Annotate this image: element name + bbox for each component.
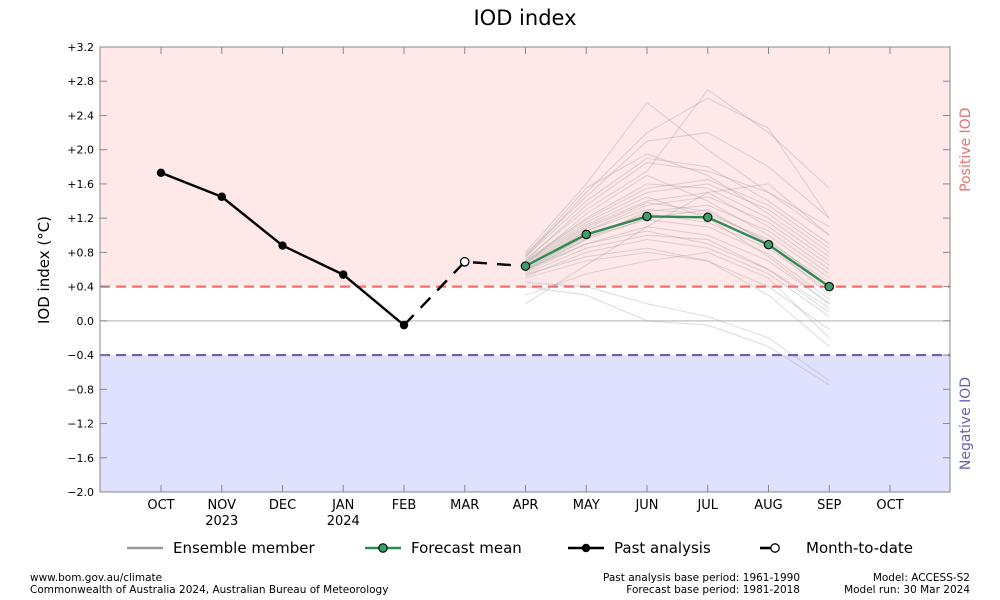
forecast-mean-point bbox=[581, 229, 591, 240]
ensemble-member-line bbox=[525, 179, 830, 263]
x-tick-label: JAN bbox=[331, 498, 354, 513]
ensemble-member-line bbox=[525, 174, 830, 279]
past-analysis-point bbox=[217, 192, 226, 201]
ensemble-member-line bbox=[525, 209, 830, 288]
y-tick-label: +0.8 bbox=[67, 246, 94, 259]
y-tick-label: −1.2 bbox=[67, 418, 94, 431]
ensemble-member-line bbox=[525, 183, 830, 264]
x-tick-label: OCT bbox=[876, 498, 903, 513]
legend-label: Past analysis bbox=[614, 539, 711, 557]
ensemble-member-line bbox=[525, 286, 830, 386]
positive-iod-label: Positive IOD bbox=[958, 108, 974, 192]
y-tick-label: +1.2 bbox=[67, 212, 94, 225]
x-tick-label: AUG bbox=[754, 498, 782, 513]
ensemble-member-line bbox=[525, 251, 830, 347]
past-analysis-point bbox=[278, 241, 287, 250]
month-to-date-point bbox=[459, 256, 470, 267]
y-tick-label: +2.0 bbox=[67, 144, 94, 157]
ensemble-member-line bbox=[525, 239, 830, 317]
forecast-mean-point bbox=[702, 212, 713, 223]
legend-label: Forecast mean bbox=[411, 539, 522, 557]
footer-past-base-period: Past analysis base period: 1961-1990 bbox=[603, 572, 800, 584]
ensemble-member-line bbox=[525, 183, 830, 305]
ensemble-member-line bbox=[525, 191, 830, 270]
y-tick-label: +0.4 bbox=[67, 281, 94, 294]
ensemble-member-line bbox=[525, 230, 830, 309]
y-tick-label: −0.4 bbox=[67, 349, 94, 362]
x-tick-label: OCT bbox=[147, 498, 174, 513]
ensemble-member-line bbox=[525, 196, 830, 268]
y-tick-label: −0.8 bbox=[67, 383, 94, 396]
past-analysis-point bbox=[339, 270, 348, 279]
footer-forecast-base-period: Forecast base period: 1981-2018 bbox=[626, 584, 800, 596]
legend-label: Ensemble member bbox=[173, 539, 316, 557]
footer-copyright: Commonwealth of Australia 2024, Australi… bbox=[30, 584, 389, 596]
x-tick-label: NOV bbox=[207, 498, 236, 513]
ensemble-member-line bbox=[525, 101, 830, 253]
y-tick-label: 0.0 bbox=[77, 315, 95, 328]
legend-forecast-marker bbox=[378, 543, 388, 553]
y-tick-label: +1.6 bbox=[67, 178, 94, 191]
y-tick-label: +3.2 bbox=[67, 41, 94, 54]
legend-past-marker bbox=[581, 543, 591, 553]
negative-iod-label: Negative IOD bbox=[958, 377, 974, 470]
x-tick-label: SEP bbox=[817, 498, 841, 513]
forecast-mean-point bbox=[520, 261, 531, 271]
forecast-mean-point bbox=[824, 281, 834, 292]
ensemble-member-line bbox=[525, 202, 830, 283]
x-tick-year-label: 2024 bbox=[327, 514, 360, 529]
legend-label: Month-to-date bbox=[806, 539, 913, 557]
ensemble-member-line bbox=[525, 251, 830, 339]
ensemble-member-line bbox=[525, 157, 830, 258]
ensemble-member-line bbox=[525, 89, 830, 260]
x-tick-label: JUN bbox=[634, 498, 658, 513]
ensemble-member-line bbox=[525, 97, 830, 258]
y-tick-label: −2.0 bbox=[67, 486, 94, 499]
x-tick-label: APR bbox=[513, 498, 539, 513]
y-tick-label: +2.4 bbox=[67, 109, 94, 122]
y-tick-label: +2.8 bbox=[67, 75, 94, 88]
negative-iod-region bbox=[100, 355, 950, 492]
past-analysis-point bbox=[156, 168, 166, 177]
x-tick-year-label: 2023 bbox=[205, 514, 238, 529]
ensemble-member-line bbox=[525, 132, 830, 255]
footer-model-run: Model run: 30 Mar 2024 bbox=[844, 584, 970, 596]
y-axis-label: IOD index (°C) bbox=[35, 216, 53, 324]
x-tick-label: MAY bbox=[573, 498, 600, 513]
x-tick-label: FEB bbox=[392, 498, 417, 513]
footer-model: Model: ACCESS-S2 bbox=[872, 572, 970, 584]
ensemble-member-line bbox=[525, 153, 830, 258]
ensemble-member-line bbox=[525, 281, 830, 382]
ensemble-member-line bbox=[525, 196, 830, 305]
legend: Ensemble member Forecast mean Past analysi… bbox=[127, 539, 913, 557]
positive-iod-region bbox=[100, 47, 950, 287]
x-tick-label: MAR bbox=[450, 498, 479, 513]
ensemble-member-line bbox=[525, 204, 830, 275]
x-tick-label: DEC bbox=[269, 498, 296, 513]
y-tick-label: −1.6 bbox=[67, 452, 94, 465]
ensemble-member-line bbox=[525, 219, 830, 300]
footer-website: www.bom.gov.au/climate bbox=[30, 572, 163, 584]
ensemble-member-line bbox=[525, 226, 830, 305]
plot-area: −2.0 −1.6 −1.2 −0.8 −0.4 0.0 +0.4 +0.8 +1.2 +1.6 +… bbox=[67, 41, 974, 529]
forecast-mean-point bbox=[642, 211, 652, 222]
x-tick-label: JUL bbox=[696, 498, 718, 513]
ensemble-member-line bbox=[525, 234, 830, 313]
month-to-date-line bbox=[403, 260, 526, 326]
forecast-mean-line bbox=[524, 215, 830, 288]
ensemble-member-line bbox=[525, 162, 830, 262]
forecast-mean-point bbox=[763, 239, 774, 250]
ensemble-member-line bbox=[525, 183, 830, 262]
ensemble-member-line bbox=[525, 247, 830, 330]
legend-mtd-marker bbox=[770, 543, 780, 553]
chart-title: IOD index bbox=[473, 6, 576, 30]
